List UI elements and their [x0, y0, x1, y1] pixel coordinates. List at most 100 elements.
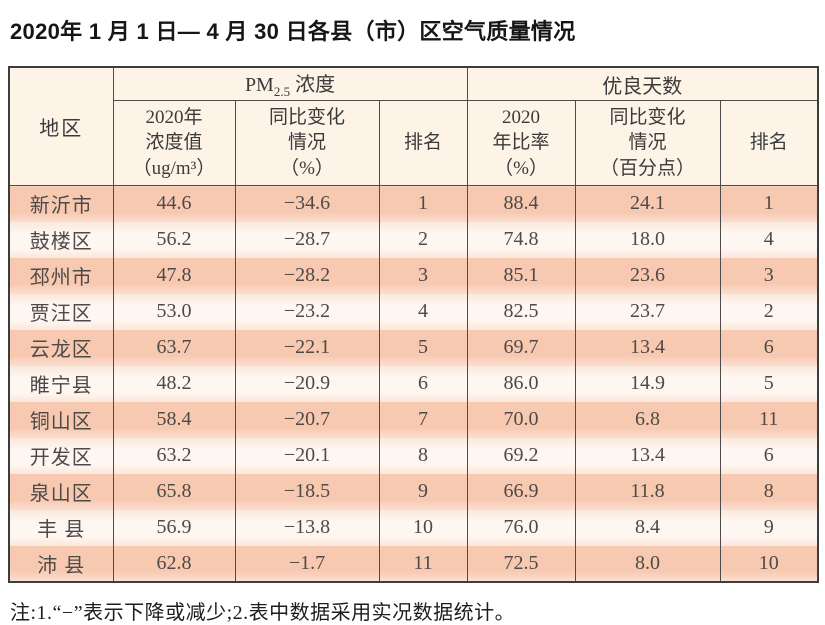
- pm-value-cell: 65.8: [113, 473, 236, 510]
- region-cell: 新沂市: [9, 185, 114, 222]
- pm-value-cell: 56.2: [113, 221, 236, 258]
- pm25-label-subscript: 2.5: [273, 84, 291, 99]
- pm-change-cell: −23.2: [235, 293, 380, 330]
- pm-rank-cell: 11: [379, 545, 468, 582]
- good-ratio-cell: 66.9: [467, 473, 576, 510]
- good-rank-cell: 11: [720, 401, 819, 438]
- pm25-label-prefix: PM: [244, 74, 274, 96]
- pm-value-cell: 63.7: [113, 329, 236, 366]
- pm-rank-cell: 9: [379, 473, 468, 510]
- pm-value-cell: 48.2: [113, 365, 236, 402]
- good-ratio-cell: 85.1: [467, 257, 576, 294]
- pm-value-cell: 53.0: [113, 293, 236, 330]
- pm-rank-cell: 6: [379, 365, 468, 402]
- good-change-cell: 18.0: [575, 221, 721, 258]
- table-row: 丰 县 56.9 −13.8 10 76.0 8.4 9: [9, 509, 819, 546]
- table-row: 云龙区 63.7 −22.1 5 69.7 13.4 6: [9, 329, 819, 366]
- pm-rank-cell: 2: [379, 221, 468, 258]
- pm-change-cell: −20.1: [235, 437, 380, 474]
- pm-change-cell: −34.6: [235, 185, 380, 222]
- pm-change-cell: −20.7: [235, 401, 380, 438]
- region-cell: 贾汪区: [9, 293, 114, 330]
- table-row: 沛 县 62.8 −1.7 11 72.5 8.0 10: [9, 545, 819, 582]
- good-change-cell: 8.0: [575, 545, 721, 582]
- table-header: 地区 PM2.5 浓度 优良天数 2020年 浓度值 （ug/m³） 同比变化 …: [9, 67, 819, 186]
- good-change-cell: 13.4: [575, 329, 721, 366]
- table-row: 开发区 63.2 −20.1 8 69.2 13.4 6: [9, 437, 819, 474]
- pm-rank-cell: 7: [379, 401, 468, 438]
- good-change-cell: 23.7: [575, 293, 721, 330]
- good-rank-cell: 5: [720, 365, 819, 402]
- region-cell: 开发区: [9, 437, 114, 474]
- pm-value-cell: 47.8: [113, 257, 236, 294]
- pm-rank-cell: 3: [379, 257, 468, 294]
- good-rank-cell: 2: [720, 293, 819, 330]
- good-ratio-cell: 69.7: [467, 329, 576, 366]
- good-change-cell: 6.8: [575, 401, 721, 438]
- region-cell: 云龙区: [9, 329, 114, 366]
- good-ratio-cell: 86.0: [467, 365, 576, 402]
- good-rank-cell: 4: [720, 221, 819, 258]
- good-rank-cell: 6: [720, 329, 819, 366]
- good-rank-cell: 8: [720, 473, 819, 510]
- pm-value-cell: 58.4: [113, 401, 236, 438]
- table-row: 铜山区 58.4 −20.7 7 70.0 6.8 11: [9, 401, 819, 438]
- region-cell: 睢宁县: [9, 365, 114, 402]
- pm-change-cell: −20.9: [235, 365, 380, 402]
- good-ratio-cell: 69.2: [467, 437, 576, 474]
- col-header-pm-change: 同比变化 情况 （%）: [235, 100, 380, 186]
- pm-change-cell: −13.8: [235, 509, 380, 546]
- pm25-label-suffix: 浓度: [290, 74, 336, 96]
- table-body: 新沂市 44.6 −34.6 1 88.4 24.1 1 鼓楼区 56.2 −28.7 2 74.8 1…: [9, 185, 819, 582]
- pm-change-cell: −1.7: [235, 545, 380, 582]
- good-rank-cell: 10: [720, 545, 819, 582]
- air-quality-table: 地区 PM2.5 浓度 优良天数 2020年 浓度值 （ug/m³） 同比变化 …: [8, 66, 820, 583]
- good-ratio-cell: 74.8: [467, 221, 576, 258]
- pm-change-cell: −18.5: [235, 473, 380, 510]
- pm-value-cell: 63.2: [113, 437, 236, 474]
- good-rank-cell: 1: [720, 185, 819, 222]
- table-row: 贾汪区 53.0 −23.2 4 82.5 23.7 2: [9, 293, 819, 330]
- region-cell: 邳州市: [9, 257, 114, 294]
- header-sub-row: 2020年 浓度值 （ug/m³） 同比变化 情况 （%） 排名 2020 年比…: [9, 100, 819, 186]
- pm-change-cell: −22.1: [235, 329, 380, 366]
- pm-rank-cell: 5: [379, 329, 468, 366]
- col-header-good-rank: 排名: [720, 100, 819, 186]
- table-row: 睢宁县 48.2 −20.9 6 86.0 14.9 5: [9, 365, 819, 402]
- good-change-cell: 24.1: [575, 185, 721, 222]
- col-header-pm-rank: 排名: [379, 100, 468, 186]
- good-ratio-cell: 72.5: [467, 545, 576, 582]
- pm-value-cell: 62.8: [113, 545, 236, 582]
- pm-change-cell: −28.7: [235, 221, 380, 258]
- pm-rank-cell: 10: [379, 509, 468, 546]
- footnote: 注:1.“−”表示下降或减少;2.表中数据采用实况数据统计。: [10, 601, 516, 624]
- region-cell: 丰 县: [9, 509, 114, 546]
- header-group-row: 地区 PM2.5 浓度 优良天数: [9, 67, 819, 186]
- good-change-cell: 23.6: [575, 257, 721, 294]
- pm-rank-cell: 1: [379, 185, 468, 222]
- region-cell: 铜山区: [9, 401, 114, 438]
- good-change-cell: 11.8: [575, 473, 721, 510]
- good-change-cell: 8.4: [575, 509, 721, 546]
- pm-rank-cell: 8: [379, 437, 468, 474]
- good-ratio-cell: 82.5: [467, 293, 576, 330]
- good-rank-cell: 9: [720, 509, 819, 546]
- table-row: 鼓楼区 56.2 −28.7 2 74.8 18.0 4: [9, 221, 819, 258]
- region-cell: 泉山区: [9, 473, 114, 510]
- table-row: 新沂市 44.6 −34.6 1 88.4 24.1 1: [9, 185, 819, 222]
- good-change-cell: 14.9: [575, 365, 721, 402]
- col-group-good-days: 优良天数: [467, 67, 819, 101]
- good-change-cell: 13.4: [575, 437, 721, 474]
- col-header-region: 地区: [9, 67, 114, 186]
- good-ratio-cell: 76.0: [467, 509, 576, 546]
- col-header-pm-value: 2020年 浓度值 （ug/m³）: [113, 100, 236, 186]
- pm-rank-cell: 4: [379, 293, 468, 330]
- col-header-good-change: 同比变化 情况 （百分点）: [575, 100, 721, 186]
- good-rank-cell: 6: [720, 437, 819, 474]
- region-cell: 沛 县: [9, 545, 114, 582]
- table-row: 邳州市 47.8 −28.2 3 85.1 23.6 3: [9, 257, 819, 294]
- good-ratio-cell: 70.0: [467, 401, 576, 438]
- table-row: 泉山区 65.8 −18.5 9 66.9 11.8 8: [9, 473, 819, 510]
- good-ratio-cell: 88.4: [467, 185, 576, 222]
